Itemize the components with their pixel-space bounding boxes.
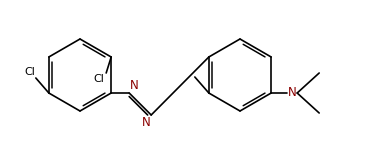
- Text: N: N: [130, 79, 139, 92]
- Text: N: N: [288, 86, 297, 100]
- Text: N: N: [141, 116, 150, 129]
- Text: Cl: Cl: [93, 74, 104, 84]
- Text: Cl: Cl: [24, 67, 35, 77]
